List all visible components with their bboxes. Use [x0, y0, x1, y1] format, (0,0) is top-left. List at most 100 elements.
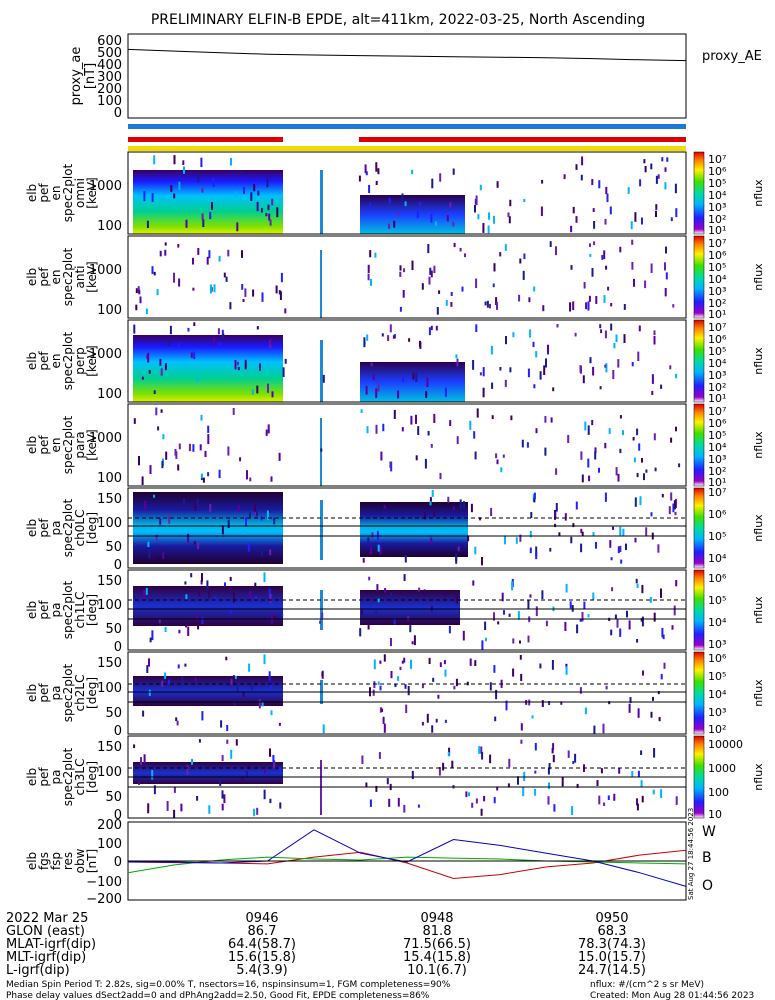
speckle-pixel	[665, 246, 667, 254]
speckle-pixel	[619, 415, 622, 419]
speckle-pixel	[404, 554, 407, 563]
speckle-pixel	[519, 534, 522, 542]
speckle-pixel	[520, 739, 523, 744]
speckle-pixel	[517, 776, 519, 785]
speckle-pixel	[661, 627, 664, 638]
speckle-pixel	[533, 492, 536, 500]
speckle-pixel	[268, 588, 271, 599]
speckle-pixel	[370, 278, 372, 286]
speckle-pixel	[207, 434, 210, 445]
speckle-pixel	[657, 691, 660, 695]
colorbar-tick: 10²	[708, 213, 726, 226]
speckle-pixel	[237, 505, 240, 512]
speckle-pixel	[491, 415, 494, 420]
speckle-pixel	[419, 340, 421, 347]
speckle-pixel	[164, 627, 167, 632]
speckle-pixel	[472, 360, 475, 370]
speckle-pixel	[252, 289, 255, 297]
speckle-pixel	[580, 366, 582, 374]
speckle-pixel	[517, 611, 520, 620]
speckle-pixel	[494, 716, 497, 722]
speckle-pixel	[194, 503, 197, 511]
ylabel-line: omni	[73, 178, 87, 208]
speckle-pixel	[605, 363, 608, 373]
speckle-pixel	[522, 270, 525, 280]
speckle-pixel	[208, 590, 211, 598]
speckle-pixel	[547, 768, 550, 775]
speckle-pixel	[575, 501, 578, 510]
speckle-pixel	[464, 253, 466, 258]
speckle-pixel	[553, 804, 556, 812]
speckle-pixel	[206, 256, 209, 265]
speckle-pixel	[512, 668, 515, 677]
speckle-pixel	[527, 368, 530, 378]
speckle-pixel	[475, 324, 478, 332]
speckle-pixel	[426, 377, 429, 387]
speckle-pixel	[364, 164, 367, 174]
speckle-pixel	[605, 186, 608, 195]
speckle-pixel	[587, 614, 590, 618]
speckle-pixel	[280, 272, 283, 283]
speckle-pixel	[636, 472, 639, 478]
speckle-pixel	[512, 638, 515, 644]
speckle-pixel	[241, 250, 243, 258]
speckle-pixel	[270, 476, 273, 482]
speckle-pixel	[508, 758, 511, 768]
footer-cell: 15.4(15.8)	[403, 950, 471, 965]
speckle-pixel	[452, 506, 455, 511]
speckle-pixel	[147, 803, 150, 814]
speckle-pixel	[161, 680, 164, 687]
speckle-pixel	[617, 546, 620, 554]
colorbar-tick: 10³	[708, 706, 726, 719]
speckle-pixel	[604, 364, 607, 368]
speckle-pixel	[430, 270, 433, 278]
speckle-pixel	[547, 796, 550, 805]
speckle-pixel	[567, 750, 570, 758]
speckle-pixel	[226, 725, 229, 732]
speckle-pixel	[482, 223, 485, 233]
footer-units: nflux: #/(cm^2 s sr MeV)	[590, 980, 704, 990]
speckle-pixel	[644, 280, 647, 289]
speckle-pixel	[232, 675, 235, 686]
speckle-pixel	[548, 782, 550, 790]
speckle-pixel	[631, 362, 634, 367]
pitch-panel-ch2lc: 150 100 50 0 elb pef pa spec2plot ch2LC …	[25, 651, 765, 739]
speckle-pixel	[386, 778, 389, 785]
ylabel-line: pef	[37, 435, 51, 455]
speckle-pixel	[373, 659, 376, 670]
speckle-pixel	[444, 592, 447, 597]
speckle-pixel	[655, 175, 658, 184]
speckle-pixel	[230, 157, 232, 166]
panel-frame	[127, 403, 687, 487]
pitch-tick: 0	[114, 558, 122, 573]
speckle-pixel	[675, 373, 678, 379]
speckle-pixel	[322, 374, 325, 383]
spectrogram-panel-perp: 1000 100 elb pef en spec2plot perp [keV]…	[25, 319, 765, 405]
speckle-pixel	[198, 739, 201, 743]
speckle-pixel	[372, 689, 375, 696]
speckle-pixel	[393, 617, 396, 625]
legend-o: O	[702, 878, 713, 894]
speckle-pixel	[605, 685, 608, 690]
pitch-tick: 0	[114, 724, 122, 739]
colorbar-tick: 10⁵	[708, 345, 726, 358]
speckle-pixel	[178, 629, 181, 634]
speckle-pixel	[587, 425, 590, 435]
speckle-pixel	[236, 222, 239, 232]
mag-tick: −200	[86, 892, 122, 907]
speckle-pixel	[372, 374, 375, 381]
speckle-pixel	[236, 361, 239, 366]
speckle-pixel	[381, 333, 384, 337]
proxy-ae-ylabel-line: proxy_ae	[69, 47, 84, 106]
speckle-pixel	[282, 367, 285, 377]
colorbar-tick: 10²	[708, 381, 726, 394]
speckle-pixel	[527, 599, 530, 609]
speckle-pixel	[145, 308, 148, 314]
speckle-pixel	[232, 592, 235, 603]
speckle-pixel	[493, 665, 496, 673]
speckle-pixel	[673, 605, 676, 616]
speckle-pixel	[653, 612, 656, 622]
colorbar-tick: 10⁴	[708, 616, 727, 629]
speckle-pixel	[596, 780, 599, 786]
ylabel-line: [keV]	[85, 177, 99, 208]
